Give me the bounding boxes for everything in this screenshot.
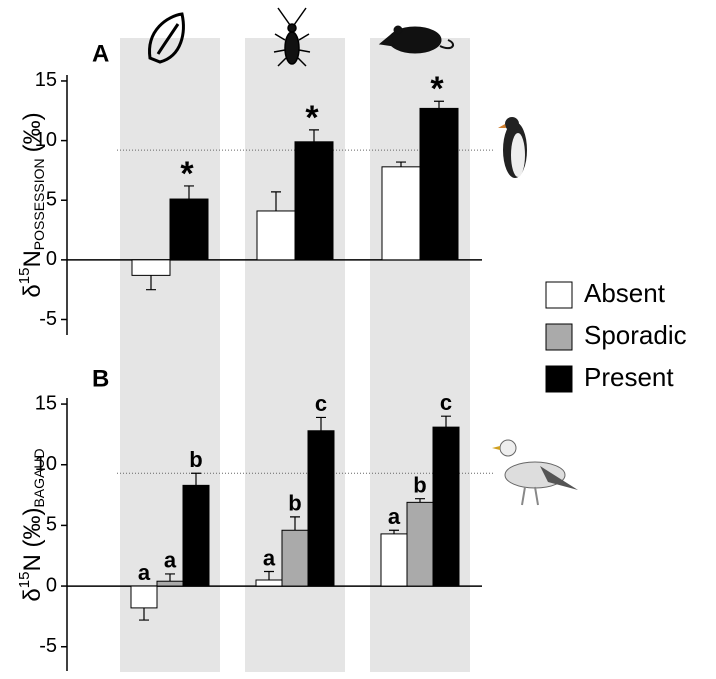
y-tick-label: 10 <box>35 129 57 151</box>
bar <box>380 533 408 587</box>
error-bar <box>139 607 149 621</box>
y-label-part: BAGAUD <box>31 448 47 507</box>
y-tick-label: 15 <box>35 392 57 414</box>
y-tick-label: -5 <box>39 308 57 330</box>
legend-label: Absent <box>584 278 666 308</box>
y-label-part: N (‰) <box>19 508 46 572</box>
error-bar <box>415 498 425 503</box>
y-label-part: 15 <box>16 268 33 285</box>
bar <box>406 501 434 587</box>
bar <box>256 210 296 261</box>
error-bar <box>184 185 194 200</box>
penguin-icon <box>498 117 527 178</box>
y-label-part: (‰) <box>19 112 46 152</box>
legend-swatch <box>545 365 573 393</box>
y-tick-label: 5 <box>46 514 57 536</box>
bar <box>432 426 460 587</box>
bar <box>381 166 421 261</box>
rat-icon <box>378 25 455 54</box>
y-tick-label: 10 <box>35 453 57 475</box>
error-bar <box>165 573 175 582</box>
significance-letter: b <box>288 491 301 516</box>
bar <box>131 259 171 276</box>
y-label-part: POSSESSION <box>31 158 47 250</box>
panel-label: B <box>92 365 109 392</box>
significance-star: * <box>305 99 319 137</box>
y-label-part: δ <box>19 284 46 297</box>
panel-label: A <box>92 40 109 67</box>
error-bar <box>309 129 319 142</box>
bar <box>169 198 209 261</box>
y-tick-label: 5 <box>46 189 57 211</box>
significance-letter: a <box>388 504 401 529</box>
significance-letter: b <box>189 447 202 472</box>
gull-icon <box>492 439 578 506</box>
significance-letter: a <box>138 560 151 585</box>
bar <box>419 107 459 261</box>
bar <box>130 585 158 609</box>
y-tick-label: -5 <box>39 635 57 657</box>
y-tick-label: 0 <box>46 248 57 270</box>
legend-swatch <box>545 323 573 351</box>
y-tick-label: 15 <box>35 69 57 91</box>
plot: -5051015Aδ15NPOSSESSION(‰)***-5051015Bδ1… <box>16 40 687 671</box>
significance-letter: a <box>164 548 177 573</box>
bar <box>156 580 184 587</box>
significance-letter: c <box>315 391 327 416</box>
y-label-part: 15 <box>16 572 33 589</box>
error-bar <box>316 416 326 431</box>
bar <box>255 579 283 587</box>
significance-letter: b <box>413 473 426 498</box>
leaf-icon <box>148 12 185 64</box>
y-label-part: δ <box>19 588 46 601</box>
error-bar <box>290 516 300 531</box>
y-axis-label: δ15NPOSSESSION (‰) <box>16 112 47 297</box>
bar <box>307 430 335 587</box>
y-tick-label: 0 <box>46 574 57 596</box>
legend-label: Sporadic <box>584 320 687 350</box>
error-bar <box>146 275 156 291</box>
bar <box>182 484 210 587</box>
significance-letter: c <box>440 390 452 415</box>
y-axis-label: δ15N (‰)BAGAUD <box>16 448 47 601</box>
error-bar <box>396 161 406 167</box>
error-bar <box>434 100 444 109</box>
error-bar <box>441 415 451 428</box>
legend-swatch <box>545 281 573 309</box>
bar <box>281 529 309 587</box>
error-bar <box>264 570 274 580</box>
error-bar <box>271 191 281 211</box>
error-bar <box>191 472 201 486</box>
error-bar <box>389 529 399 534</box>
beetle-icon <box>273 7 311 67</box>
significance-star: * <box>430 70 444 108</box>
significance-letter: a <box>263 545 276 570</box>
bar <box>294 141 334 261</box>
significance-star: * <box>180 155 194 193</box>
legend-label: Present <box>584 362 674 392</box>
y-label-part: N <box>19 250 46 267</box>
